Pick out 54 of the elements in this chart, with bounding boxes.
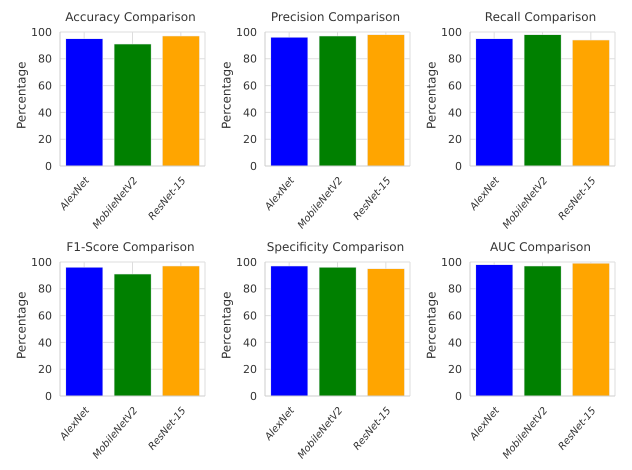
y-tick-label: 80 [448, 52, 462, 66]
y-axis-title: Percentage [14, 291, 28, 359]
y-tick-label: 60 [448, 310, 462, 323]
y-tick-label: 0 [250, 390, 257, 403]
y-axis-title: Percentage [219, 61, 234, 129]
y-tick-label: 60 [38, 80, 52, 93]
y-tick-label: 0 [455, 160, 462, 173]
y-tick-label: 100 [441, 256, 462, 269]
y-tick-label: 20 [448, 133, 462, 146]
bar [162, 266, 200, 396]
y-tick-label: 40 [448, 336, 462, 350]
bar [66, 267, 104, 396]
chart-title: AUC Comparison [488, 240, 592, 254]
y-tick-label: 100 [236, 26, 257, 39]
y-tick-label: 40 [243, 106, 257, 120]
y-tick-label: 80 [38, 282, 52, 296]
bar [114, 44, 152, 166]
y-tick-label: 0 [250, 160, 257, 173]
chart-title: Specificity Comparison [266, 240, 406, 254]
y-tick-label: 0 [455, 390, 462, 403]
y-axis-title: Percentage [219, 291, 234, 359]
y-tick-label: 100 [236, 256, 257, 269]
y-axis-title: Percentage [424, 61, 438, 129]
y-axis-title: Percentage [424, 291, 438, 359]
y-tick-label: 0 [45, 390, 52, 403]
y-tick-label: 20 [38, 363, 52, 376]
y-tick-label: 40 [38, 336, 52, 350]
y-tick-label: 20 [243, 363, 257, 376]
chart-title: Precision Comparison [270, 10, 402, 24]
y-axis-title: Percentage [14, 61, 28, 129]
y-tick-label: 100 [31, 256, 52, 269]
bar [114, 274, 152, 396]
y-tick-label: 20 [448, 363, 462, 376]
chart-title: Recall Comparison [484, 10, 598, 24]
y-tick-label: 80 [448, 282, 462, 296]
y-tick-label: 60 [448, 80, 462, 93]
y-tick-label: 80 [38, 52, 52, 66]
y-tick-label: 80 [243, 282, 257, 296]
bar [162, 36, 200, 166]
y-tick-label: 40 [38, 106, 52, 120]
y-tick-label: 60 [243, 310, 257, 323]
y-tick-label: 100 [441, 26, 462, 39]
y-tick-label: 40 [243, 336, 257, 350]
y-tick-label: 60 [38, 310, 52, 323]
bar [66, 38, 104, 166]
y-tick-label: 20 [38, 133, 52, 146]
chart-title: Accuracy Comparison [64, 10, 197, 24]
chart-title: F1-Score Comparison [65, 240, 196, 254]
y-tick-label: 40 [448, 106, 462, 120]
y-tick-label: 20 [243, 133, 257, 146]
y-tick-label: 100 [31, 26, 52, 39]
y-tick-label: 0 [45, 160, 52, 173]
y-tick-label: 60 [243, 80, 257, 93]
y-tick-label: 80 [243, 52, 257, 66]
